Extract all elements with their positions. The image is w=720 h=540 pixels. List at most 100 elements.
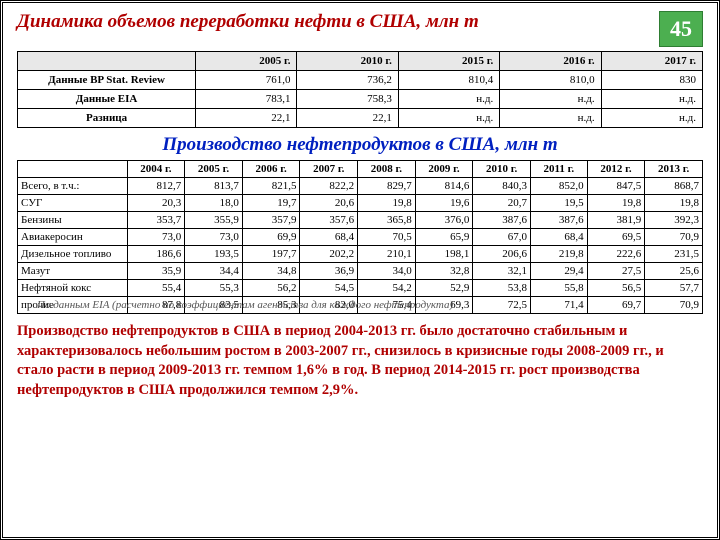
cell: 813,7	[185, 178, 243, 195]
table-row: Мазут35,934,434,836,934,032,832,129,427,…	[18, 263, 703, 280]
table-refining-volumes: 2005 г. 2010 г. 2015 г. 2016 г. 2017 г. …	[17, 51, 703, 128]
table1-col: 2010 г.	[297, 52, 398, 71]
cell: 812,7	[127, 178, 185, 195]
cell: 54,2	[358, 280, 416, 297]
cell: 392,3	[645, 212, 703, 229]
table-row: Разница22,122,1н.д.н.д.н.д.	[18, 109, 703, 128]
table-row: Дизельное топливо186,6193,5197,7202,2210…	[18, 246, 703, 263]
cell: 210,1	[358, 246, 416, 263]
table2-header-row: 2004 г. 2005 г. 2006 г. 2007 г. 2008 г. …	[18, 161, 703, 178]
cell: 25,6	[645, 263, 703, 280]
table2-col: 2008 г.	[358, 161, 416, 178]
table1-empty-header	[18, 52, 196, 71]
cell: 783,1	[196, 90, 297, 109]
table2-col: 2011 г.	[530, 161, 587, 178]
cell: 761,0	[196, 71, 297, 90]
header-row: Динамика объемов переработки нефти в США…	[17, 11, 703, 47]
row-label: Нефтяной кокс	[18, 280, 128, 297]
cell: 231,5	[645, 246, 703, 263]
cell: 19,7	[242, 195, 300, 212]
cell: 69,5	[587, 229, 645, 246]
cell: 73,0	[127, 229, 185, 246]
cell: 197,7	[242, 246, 300, 263]
cell: 27,5	[587, 263, 645, 280]
cell: 57,7	[645, 280, 703, 297]
table2-col: 2012 г.	[587, 161, 645, 178]
subtitle: Производство нефтепродуктов в США, млн т	[17, 134, 703, 156]
row-label: Данные BP Stat. Review	[18, 71, 196, 90]
cell: 22,1	[196, 109, 297, 128]
cell: 387,6	[473, 212, 531, 229]
cell: 67,0	[473, 229, 531, 246]
cell: н.д.	[398, 109, 499, 128]
cell: 68,4	[300, 229, 358, 246]
cell: 198,1	[415, 246, 473, 263]
cell: н.д.	[500, 90, 601, 109]
cell: 821,5	[242, 178, 300, 195]
cell: 36,9	[300, 263, 358, 280]
cell: н.д.	[601, 109, 702, 128]
row-label: Бензины	[18, 212, 128, 229]
cell: 20,7	[473, 195, 531, 212]
cell: 35,9	[127, 263, 185, 280]
cell: 186,6	[127, 246, 185, 263]
cell: 810,4	[398, 71, 499, 90]
table-row: Нефтяной кокс55,455,356,254,554,252,953,…	[18, 280, 703, 297]
cell: 814,6	[415, 178, 473, 195]
cell: 52,9	[415, 280, 473, 297]
cell: 18,0	[185, 195, 243, 212]
cell: 202,2	[300, 246, 358, 263]
table-row: Всего, в т.ч.:812,7813,7821,5822,2829,78…	[18, 178, 703, 195]
cell: 829,7	[358, 178, 416, 195]
body-paragraph: Производство нефтепродуктов в США в пери…	[17, 322, 703, 400]
cell: 32,8	[415, 263, 473, 280]
cell: 70,5	[358, 229, 416, 246]
cell: н.д.	[398, 90, 499, 109]
cell: 29,4	[530, 263, 587, 280]
table2-col: 2010 г.	[473, 161, 531, 178]
cell: 20,3	[127, 195, 185, 212]
cell: 852,0	[530, 178, 587, 195]
cell: 34,0	[358, 263, 416, 280]
main-title: Динамика объемов переработки нефти в США…	[17, 11, 479, 34]
cell: 55,3	[185, 280, 243, 297]
cell: 53,8	[473, 280, 531, 297]
cell: 34,8	[242, 263, 300, 280]
row-label: Авиакеросин	[18, 229, 128, 246]
cell: 34,4	[185, 263, 243, 280]
cell: 19,8	[645, 195, 703, 212]
cell: 68,4	[530, 229, 587, 246]
cell: 20,6	[300, 195, 358, 212]
cell: 73,0	[185, 229, 243, 246]
cell: 54,5	[300, 280, 358, 297]
cell: 840,3	[473, 178, 531, 195]
cell: 219,8	[530, 246, 587, 263]
table1-col: 2015 г.	[398, 52, 499, 71]
table-row: СУГ20,318,019,720,619,819,620,719,519,81…	[18, 195, 703, 212]
table2-col: 2006 г.	[242, 161, 300, 178]
cell: 206,6	[473, 246, 531, 263]
slide-frame: Динамика объемов переработки нефти в США…	[0, 0, 720, 540]
table-row: Данные BP Stat. Review761,0736,2810,4810…	[18, 71, 703, 90]
cell: 19,8	[358, 195, 416, 212]
cell: 830	[601, 71, 702, 90]
cell: 355,9	[185, 212, 243, 229]
table-row: Бензины353,7355,9357,9357,6365,8376,0387…	[18, 212, 703, 229]
cell: 65,9	[415, 229, 473, 246]
table-products: 2004 г. 2005 г. 2006 г. 2007 г. 2008 г. …	[17, 160, 703, 314]
table1-col: 2017 г.	[601, 52, 702, 71]
cell: 32,1	[473, 263, 531, 280]
cell: 193,5	[185, 246, 243, 263]
row-label: Всего, в т.ч.:	[18, 178, 128, 195]
cell: 222,6	[587, 246, 645, 263]
table2-empty-header	[18, 161, 128, 178]
row-label: Мазут	[18, 263, 128, 280]
cell: 19,8	[587, 195, 645, 212]
cell: 822,2	[300, 178, 358, 195]
cell: 55,4	[127, 280, 185, 297]
cell: н.д.	[601, 90, 702, 109]
table2-col: 2004 г.	[127, 161, 185, 178]
cell: н.д.	[500, 109, 601, 128]
table1-col: 2005 г.	[196, 52, 297, 71]
cell: 357,9	[242, 212, 300, 229]
